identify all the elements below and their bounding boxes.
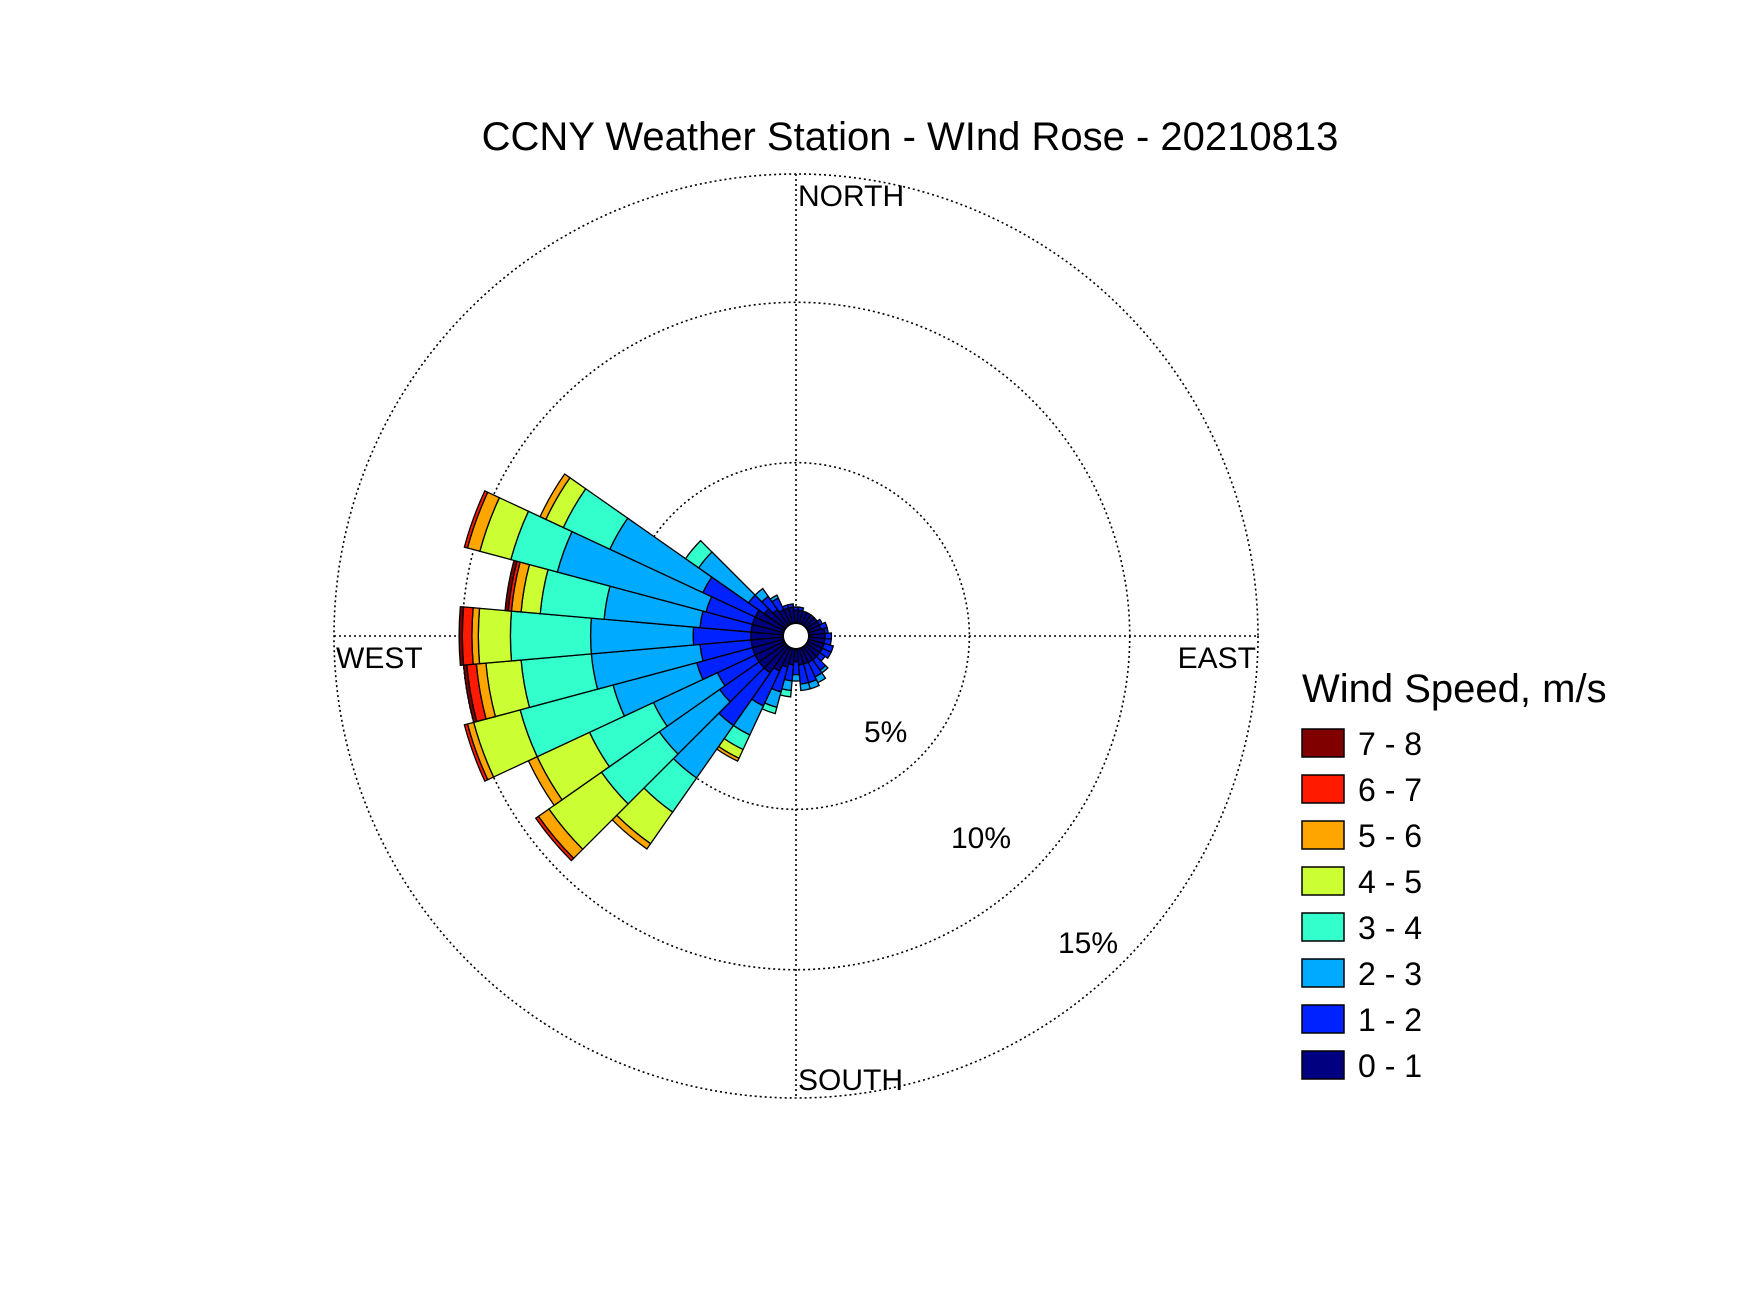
legend-title: Wind Speed, m/s xyxy=(1302,667,1607,711)
ring-label-10: 10% xyxy=(951,822,1011,855)
legend-swatch xyxy=(1301,912,1345,942)
legend-label: 7 - 8 xyxy=(1358,726,1422,762)
legend-swatch xyxy=(1301,774,1345,804)
ring-label-15: 15% xyxy=(1058,927,1118,960)
wind-sector-segment xyxy=(463,723,489,782)
legend-label: 4 - 5 xyxy=(1358,864,1422,900)
wind-sector-segment xyxy=(797,606,805,612)
wind-sector-segment xyxy=(539,473,571,521)
wind-sectors xyxy=(458,473,835,862)
legend-swatch xyxy=(1301,958,1345,988)
compass-label-south: SOUTH xyxy=(798,1064,903,1097)
wind-sector-segment xyxy=(534,815,575,862)
compass-label-north: NORTH xyxy=(798,180,904,213)
wind-sector-segment xyxy=(509,610,593,662)
legend-swatch xyxy=(1301,1050,1345,1080)
legend-label: 1 - 2 xyxy=(1358,1002,1422,1038)
wind-sector-segment xyxy=(823,626,829,635)
wind-sector-segment xyxy=(769,594,780,603)
legend-swatch xyxy=(1301,866,1345,896)
legend-swatch xyxy=(1301,820,1345,850)
legend-label: 0 - 1 xyxy=(1358,1048,1422,1084)
legend-label: 3 - 4 xyxy=(1358,910,1422,946)
wind-sector-segment xyxy=(458,605,465,667)
legend-label: 6 - 7 xyxy=(1358,772,1422,808)
legend-swatch xyxy=(1301,728,1345,758)
wind-sector-segment xyxy=(791,673,801,682)
wind-sector-segment xyxy=(799,681,811,692)
wind-sector-segment xyxy=(818,647,832,660)
wind-sector-segment xyxy=(754,587,770,603)
legend-label: 2 - 3 xyxy=(1358,956,1422,992)
wind-sector-segment xyxy=(463,490,489,549)
legend: 7 - 8 6 - 7 5 - 6 4 - 5 3 - 4 2 - 3 1 - 2 0 - 1 xyxy=(1301,726,1422,1084)
chart-title: CCNY Weather Station - WInd Rose - 20210… xyxy=(482,115,1339,159)
compass-label-east: EAST xyxy=(1178,642,1256,675)
calm-center-circle xyxy=(782,622,810,650)
wind-sector-segment xyxy=(786,603,795,609)
wind-sector-segment xyxy=(684,539,713,569)
ring-label-5: 5% xyxy=(864,716,907,749)
wind-sector-segment xyxy=(461,606,474,666)
compass-label-west: WEST xyxy=(336,642,423,675)
legend-swatch xyxy=(1301,1004,1345,1034)
wind-sector-segment xyxy=(477,607,513,665)
legend-label: 5 - 6 xyxy=(1358,818,1422,854)
